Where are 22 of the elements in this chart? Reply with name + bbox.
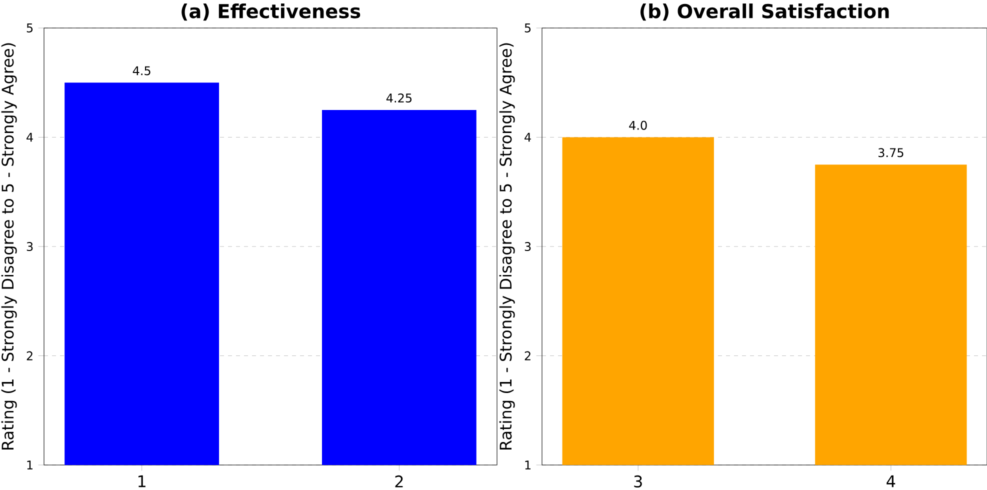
chart-title: (a) Effectiveness [182,4,360,21]
y-tick-label: 5 [26,24,33,32]
y-tick-label: 1 [525,460,530,470]
x-tick-label: 3 [634,475,642,488]
data-label: 4.0 [629,120,647,130]
y-tick-label: 1 [27,460,32,470]
data-label: 4.25 [386,93,412,103]
y-tick-label: 4 [26,132,33,142]
y-tick-label: 2 [26,351,32,360]
y-axis-title: Rating (1 - Strongly Disagree to 5 - Strongly Agree) [499,43,515,450]
x-tick-label: 4 [886,475,896,488]
data-label: 3.75 [878,148,904,158]
y-tick-label: 3 [524,242,531,252]
x-tick-label: 1 [138,475,146,488]
y-tick-label: 5 [524,24,531,32]
y-tick-label: 2 [524,351,530,360]
x-tick-label: 2 [395,475,403,488]
data-label: 4.5 [132,66,150,76]
y-axis-title: Rating (1 - Strongly Disagree to 5 - Strongly Agree) [1,43,17,450]
chart-title: (b) Overall Satisfaction [640,4,889,21]
y-tick-label: 3 [26,242,33,252]
y-tick-label: 4 [524,132,531,142]
